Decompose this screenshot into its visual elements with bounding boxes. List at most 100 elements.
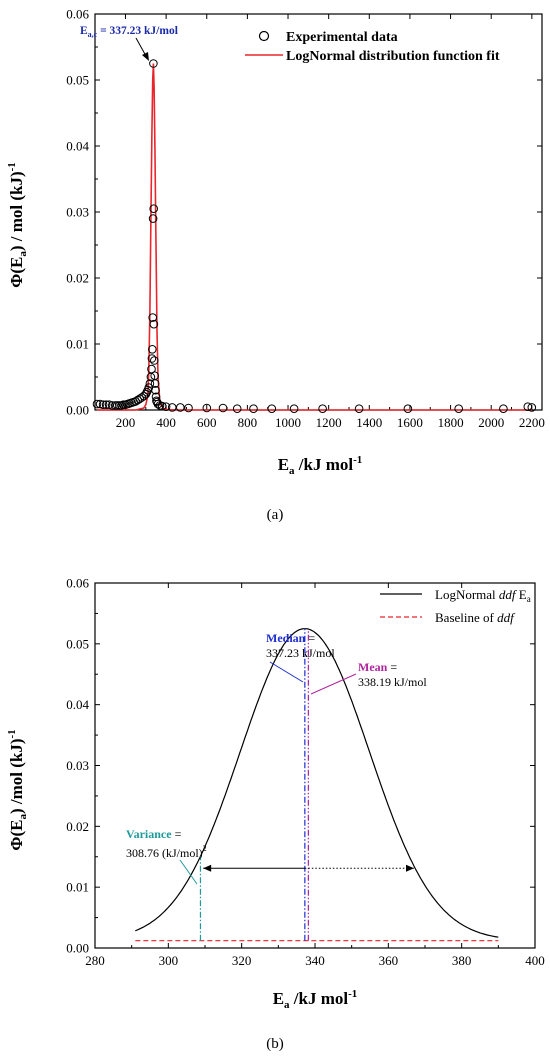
a-x-tick-label: 2200 (519, 415, 545, 430)
b-x-axis-label: Ea /kJ mol-1 (273, 988, 358, 1011)
b-x-tick-label: 340 (305, 953, 325, 968)
a-data-point (148, 345, 157, 354)
a-data-point (249, 404, 258, 414)
b-x-tick-label: 320 (232, 953, 252, 968)
a-x-tick-label: 1600 (397, 415, 423, 430)
b-x-tick-label: 280 (85, 953, 105, 968)
b-x-tick-label: 360 (379, 953, 399, 968)
b-mean-value: 338.19 kJ/mol (358, 675, 427, 689)
b-y-tick-label: 0.04 (66, 697, 89, 712)
a-data-point (101, 400, 111, 410)
a-data-point (147, 354, 157, 363)
b-curves (135, 628, 499, 942)
a-x-tick-label: 1200 (316, 415, 342, 430)
a-data-point (148, 313, 157, 322)
a-fit-line (97, 63, 532, 411)
b-y-tick-label: 0.06 (66, 576, 89, 591)
a-data-point (176, 403, 185, 412)
a-data-point (218, 403, 228, 413)
a-data-point (151, 385, 160, 395)
a-legend-label-experimental: Experimental data (286, 30, 398, 45)
b-median-leader-line (269, 661, 304, 683)
a-y-tick-label: 0.04 (66, 139, 89, 154)
panel-a-caption: (a) (266, 507, 284, 523)
a-y-tick-label: 0.02 (66, 271, 89, 286)
a-experimental-series (92, 59, 537, 414)
a-plot-frame (94, 13, 543, 411)
b-median-label: Median = (266, 631, 315, 645)
a-data-point (149, 204, 158, 213)
a-data-point (499, 404, 508, 414)
a-data-point (148, 214, 158, 223)
b-legend-label-baseline: Baseline of ddf (435, 610, 516, 625)
b-y-axis-label: Φ(Ea) /mol (kJ)-1 (6, 729, 29, 850)
a-data-point (454, 404, 464, 414)
b-y-tick-label: 0.03 (66, 758, 89, 773)
a-y-axis-label: Φ(Ea) / mol (kJ)-1 (6, 162, 29, 288)
a-data-point (113, 401, 122, 410)
a-data-point (523, 402, 533, 412)
b-legend: LogNormal ddf Ea Baseline of ddf (380, 587, 531, 625)
b-variance-annotation: Variance = 308.76 (kJ/mol)2 (126, 827, 207, 885)
a-x-tick-label: 800 (238, 415, 258, 430)
b-variance-leader-line (179, 859, 198, 885)
a-data-point (267, 404, 277, 414)
a-data-point (150, 356, 159, 365)
a-fit-series (97, 63, 532, 411)
a-legend-circle-marker (258, 30, 270, 42)
a-data-point (149, 319, 159, 329)
b-mean-label: Mean = (358, 660, 397, 674)
a-data-point (92, 399, 102, 409)
b-y-tick-label: 0.00 (66, 941, 89, 956)
a-data-point (527, 403, 537, 412)
a-data-point (354, 404, 364, 414)
a-x-tick-label: 1000 (275, 415, 301, 430)
b-mean-leader-line (310, 673, 357, 695)
b-tick-labels: 280 300 320 340 360 380 400 0.00 0.01 0.02 0.03 0.0… (66, 576, 545, 969)
a-x-tick-label: 1800 (438, 415, 464, 430)
a-data-point (289, 404, 299, 414)
a-x-tick-label: 600 (197, 415, 217, 430)
a-annotation-arrow (135, 37, 147, 57)
a-y-tick-label: 0.05 (66, 73, 89, 88)
b-x-tick-label: 400 (525, 953, 545, 968)
b-legend-label-lognormal: LogNormal ddf Ea (435, 587, 531, 604)
a-data-point (149, 59, 158, 68)
b-y-tick-label: 0.02 (66, 819, 89, 834)
b-width-arrowhead-right (406, 864, 414, 872)
b-median-annotation: Median = 337.23 kJ/mol (266, 631, 335, 683)
b-x-tick-label: 300 (159, 953, 179, 968)
a-x-tick-label: 1400 (356, 415, 382, 430)
a-data-point (119, 400, 128, 410)
a-data-point (403, 404, 413, 414)
a-data-point (142, 387, 152, 397)
a-data-point (318, 404, 327, 414)
a-legend-label-fit: LogNormal distribution function fit (286, 49, 500, 64)
b-y-tick-label: 0.01 (66, 880, 89, 895)
b-variance-value: 308.76 (kJ/mol)2 (126, 844, 207, 860)
a-x-axis-label: Ea /kJ mol-1 (278, 454, 363, 477)
a-data-point (161, 402, 171, 412)
a-x-tick-label: 200 (116, 415, 136, 430)
a-data-point (145, 379, 155, 388)
a-data-point (157, 401, 167, 411)
b-x-tick-label: 380 (452, 953, 472, 968)
a-y-tick-label: 0.01 (66, 337, 89, 352)
a-data-point (167, 403, 177, 412)
chart-panel-a: 200 400 600 800 1000 1200 1400 1600 1800 2000 2200… (6, 7, 545, 478)
a-data-point (202, 403, 212, 413)
a-data-point (98, 400, 108, 410)
b-variance-label: Variance = (126, 827, 182, 841)
b-y-tick-label: 0.05 (66, 636, 89, 651)
b-median-value: 337.23 kJ/mol (266, 646, 335, 660)
a-x-tick-label: 400 (156, 415, 176, 430)
a-data-point (95, 399, 105, 409)
a-tick-labels: 200 400 600 800 1000 1200 1400 1600 1800 2000 2200… (66, 7, 545, 431)
a-peak-annotation: Ea,c = 337.23 kJ/mol (80, 25, 178, 61)
b-mean-annotation: Mean = 338.19 kJ/mol (310, 660, 427, 695)
b-axes (94, 582, 536, 949)
a-annotation-arrowhead (142, 52, 149, 61)
chart-panel-b: 280 300 320 340 360 380 400 0.00 0.01 0.02 0.03 0.0… (6, 576, 545, 1012)
a-x-tick-label: 2000 (478, 415, 504, 430)
b-lognormal-curve (135, 628, 499, 938)
